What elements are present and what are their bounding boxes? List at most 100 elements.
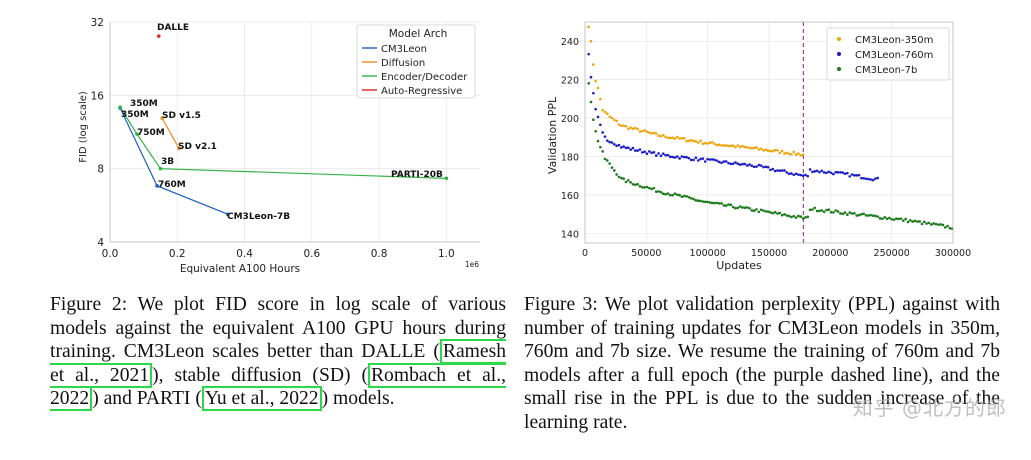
data-point [794,153,798,156]
data-point [934,222,938,226]
x-multiplier: 1e6 [465,260,479,269]
data-point [808,168,812,171]
data-point [647,186,651,190]
data-point [834,209,838,212]
data-point [671,193,674,197]
legend-box [356,24,476,99]
y-axis-label: Validation PPL [546,96,559,174]
data-point [713,158,716,162]
data-point [850,173,854,176]
legend-entry: CM3Leon-7b [855,65,917,76]
figure-3-chart: 0 50000 100000 150000 200000 250000 300000 140 1… [546,21,971,272]
data-point [636,149,639,152]
data-point [878,217,882,220]
data-point [689,158,693,162]
data-point [622,124,625,127]
data-point [661,133,665,137]
data-point [783,213,786,216]
data-point [652,151,656,154]
data-label: 3B [161,157,174,167]
data-point [708,141,712,145]
data-point [624,146,628,150]
data-point [764,210,768,213]
data-point [911,220,914,223]
citation-rombach[interactable]: Rombach et al., 2022 [50,362,507,411]
data-point [661,152,665,156]
data-point [650,187,653,191]
citation-yu[interactable]: Yu et al., 2022 [201,386,322,411]
data-point [160,116,164,120]
data-point [722,160,726,163]
data-point [675,155,679,158]
data-point [692,197,695,201]
data-point [608,140,611,144]
data-point [876,176,879,180]
data-point [680,137,684,140]
plot-frame [584,21,954,244]
data-point [832,172,835,176]
data-point [773,210,777,214]
data-point [783,169,786,172]
caption-2-mid2: ) and PARTI ( [92,388,202,409]
data-point [860,176,863,180]
data-point [841,212,845,216]
data-point [703,160,707,163]
data-point [743,145,747,149]
data-point [780,169,784,172]
data-point [738,145,742,149]
x-tick-label: 250000 [874,248,910,259]
data-point [664,153,667,157]
data-point [699,157,702,161]
data-point [752,146,756,150]
data-point [922,220,926,224]
data-point [857,213,861,217]
data-point [759,147,763,151]
data-point [156,34,161,38]
series-cm3leon-350m [587,25,805,157]
watermark: 知乎 @北方的郎 [852,396,1007,420]
data-point [839,212,842,215]
data-point [615,144,618,148]
data-point [673,137,677,140]
citation-ramesh[interactable]: Ramesh et al., 2021 [50,339,506,388]
data-point [659,134,663,138]
data-point [892,218,896,221]
data-point [687,139,691,143]
data-point [710,140,714,144]
data-point [850,212,854,215]
x-tick-label: 0.8 [371,248,388,260]
data-point [731,144,735,148]
data-point [640,129,644,133]
data-point [780,213,784,217]
data-point [766,165,770,169]
data-point [620,146,623,149]
data-point [603,157,607,161]
data-point [694,140,698,143]
data-point [801,153,805,157]
data-point [764,165,768,169]
data-point [643,186,646,189]
data-point [659,190,663,194]
data-point [792,173,796,177]
figure-2-caption: Figure 2: We plot FID score in log scale… [50,293,507,411]
data-point [869,213,872,217]
x-tick-label: 200000 [812,248,848,259]
data-point [773,169,777,173]
data-point [685,194,688,198]
data-point [813,206,817,210]
x-tick-label: 0 [582,248,588,259]
data-point [689,139,693,142]
data-point [158,166,163,171]
data-point [603,135,607,138]
data-point [736,144,740,147]
data-point [883,216,886,219]
legend-marker [837,67,841,71]
data-point [818,209,821,213]
data-point [664,192,667,196]
data-point [638,148,642,151]
data-point [874,177,877,180]
data-point [703,200,707,204]
data-point [939,223,942,226]
data-point [629,126,632,129]
data-point [813,170,817,173]
